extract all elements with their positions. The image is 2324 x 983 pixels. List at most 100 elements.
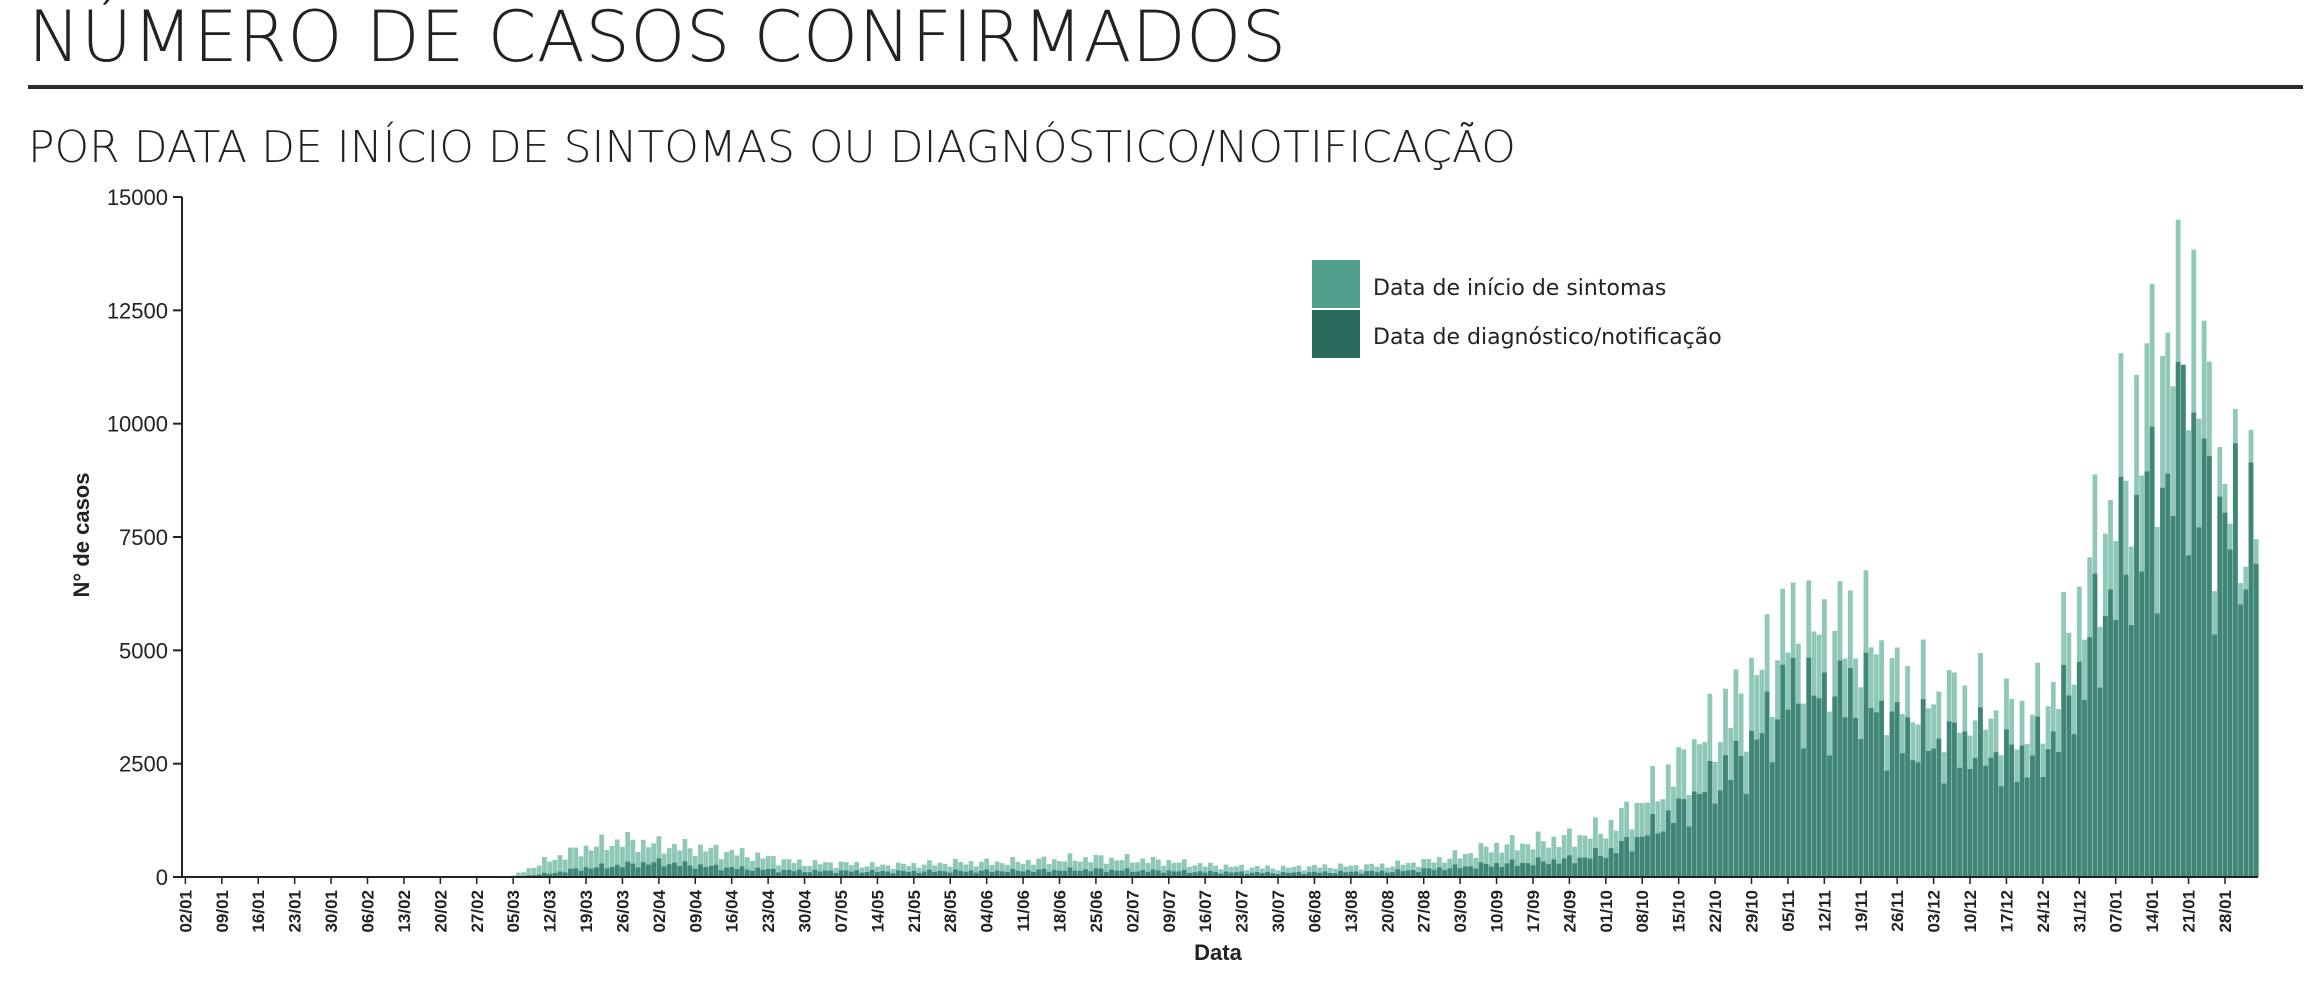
x-tick-label: 17/12 [1997, 890, 2016, 933]
bar-diagnosis [1436, 867, 1442, 877]
bar-diagnosis [1483, 864, 1489, 877]
y-tick-label: 5000 [119, 638, 168, 663]
bar-diagnosis [604, 868, 610, 877]
bar-diagnosis [1447, 868, 1453, 877]
bar-diagnosis [651, 862, 657, 877]
bar-diagnosis [1166, 870, 1172, 877]
bar-symptom-onset [1155, 859, 1161, 877]
bar-diagnosis [1077, 870, 1083, 877]
bar-diagnosis [807, 872, 813, 877]
bar-diagnosis [1967, 769, 1973, 877]
bar-diagnosis [1187, 872, 1192, 877]
bar-diagnosis [1228, 872, 1234, 877]
x-tick-label: 30/01 [322, 890, 341, 933]
bar-symptom-onset [1457, 858, 1463, 877]
bar-diagnosis [2144, 471, 2150, 877]
x-tick-label: 16/04 [723, 889, 742, 932]
bar-symptom-onset [786, 859, 792, 877]
bar-diagnosis [2087, 637, 2093, 877]
bar-symptom-onset [557, 855, 563, 877]
bar-symptom-onset [817, 864, 823, 877]
bar-diagnosis [1972, 757, 1978, 877]
bar-diagnosis [1197, 871, 1203, 877]
bar-diagnosis [1041, 868, 1047, 877]
legend-swatch-diagnosis [1312, 310, 1360, 358]
bar-symptom-onset [791, 863, 797, 877]
bar-diagnosis [1723, 755, 1728, 877]
bar-diagnosis [2232, 443, 2238, 877]
bar-diagnosis [666, 864, 672, 877]
x-tick-label: 11/06 [1014, 890, 1033, 932]
bar-diagnosis [1676, 798, 1682, 877]
bar-diagnosis [2004, 729, 2009, 877]
bar-diagnosis [796, 869, 802, 877]
bar-symptom-onset [646, 847, 651, 877]
bar-diagnosis [1567, 855, 1572, 877]
bar-diagnosis [646, 864, 651, 877]
bar-diagnosis [1135, 871, 1140, 877]
bar-symptom-onset [1509, 835, 1515, 877]
x-tick-label: 24/09 [1560, 890, 1579, 933]
bar-diagnosis [609, 866, 615, 877]
bar-symptom-onset [1161, 866, 1166, 877]
bar-diagnosis [1665, 810, 1671, 877]
bar-diagnosis [1671, 822, 1676, 877]
bar-symptom-onset [588, 850, 594, 877]
bar-diagnosis [1405, 870, 1411, 877]
bar-diagnosis [1395, 869, 1401, 877]
bar-diagnosis [1775, 719, 1780, 877]
bar-diagnosis [1863, 652, 1869, 877]
bar-diagnosis [781, 869, 787, 877]
bar-diagnosis [594, 867, 599, 877]
x-tick-label: 26/03 [613, 890, 632, 933]
bar-symptom-onset [1181, 859, 1187, 877]
bar-diagnosis [557, 871, 563, 877]
next-section-heading-clipped [28, 958, 43, 983]
bar-diagnosis [1384, 872, 1390, 877]
bar-diagnosis [2019, 745, 2025, 877]
bar-symptom-onset [578, 856, 584, 877]
bar-diagnosis [1514, 865, 1520, 877]
bar-diagnosis [1988, 757, 1994, 877]
bar-diagnosis [1728, 779, 1734, 877]
bar-diagnosis [1202, 872, 1208, 877]
bar-diagnosis [1806, 657, 1812, 877]
bar-symptom-onset [1358, 869, 1364, 877]
bar-diagnosis [1410, 870, 1416, 877]
bar-diagnosis [1390, 872, 1395, 877]
bar-diagnosis [1072, 870, 1078, 877]
x-tick-label: 06/08 [1305, 890, 1324, 933]
x-tick-label: 14/05 [868, 890, 887, 933]
bar-symptom-onset [1129, 862, 1135, 877]
bar-diagnosis [1057, 870, 1062, 877]
bar-symptom-onset [724, 852, 729, 877]
bar-symptom-onset [958, 862, 964, 877]
bar-symptom-onset [1327, 868, 1333, 877]
cases-bar-chart: 0 2500 5000 7500 10000 12500 15000 02/01 09/01 16… [69, 185, 2259, 965]
bar-symptom-onset [594, 846, 599, 877]
bar-diagnosis [1608, 848, 1614, 877]
bar-diagnosis [1743, 793, 1749, 877]
bar-diagnosis [1265, 871, 1271, 877]
bar-symptom-onset [734, 855, 740, 877]
bar-symptom-onset [1540, 841, 1546, 877]
bar-diagnosis [578, 870, 584, 877]
bar-diagnosis [1879, 700, 1884, 877]
bar-diagnosis [1681, 799, 1687, 877]
bar-symptom-onset [1546, 847, 1551, 877]
bar-symptom-onset [1280, 865, 1286, 877]
bar-diagnosis [2014, 781, 2020, 877]
bar-diagnosis [2217, 496, 2223, 877]
bar-symptom-onset [1379, 863, 1385, 877]
bar-symptom-onset [635, 851, 641, 877]
bar-diagnosis [1546, 864, 1551, 877]
bar-diagnosis [1993, 752, 1999, 877]
bar-symptom-onset [1551, 836, 1557, 877]
bar-symptom-onset [1598, 833, 1604, 877]
bar-diagnosis [1348, 871, 1354, 877]
x-tick-label: 17/09 [1524, 890, 1543, 933]
bar-diagnosis [2154, 613, 2160, 877]
bar-symptom-onset [1478, 843, 1484, 877]
bar-symptom-onset [1499, 852, 1505, 877]
bar-symptom-onset [1452, 850, 1458, 877]
